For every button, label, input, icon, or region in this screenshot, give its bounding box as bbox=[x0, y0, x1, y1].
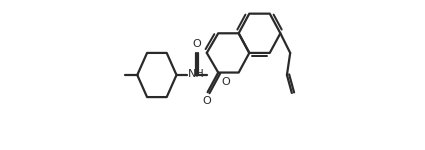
Text: NH: NH bbox=[187, 69, 204, 79]
Text: O: O bbox=[221, 77, 230, 87]
Text: O: O bbox=[193, 39, 201, 49]
Text: O: O bbox=[202, 96, 211, 106]
